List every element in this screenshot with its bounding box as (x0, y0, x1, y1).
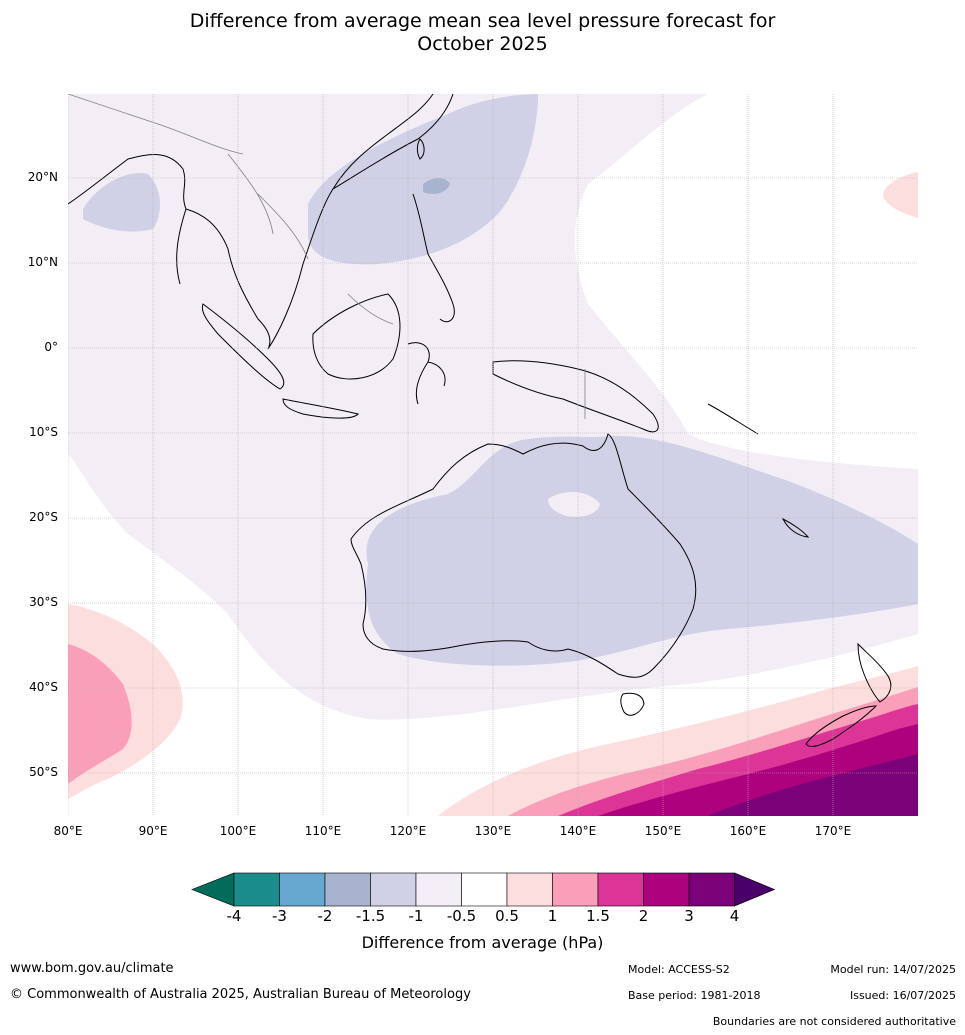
longitude-label: 150°E (644, 824, 682, 838)
colorbar-segment (506, 872, 553, 907)
coast-new-caledonia (781, 517, 810, 538)
title-line-2: October 2025 (417, 33, 548, 55)
anomaly-hole-nw-australia (548, 492, 600, 517)
colorbar-tick-label: 1 (547, 907, 558, 925)
longitude-label: 80°E (53, 824, 83, 838)
map-title: Difference from average mean sea level p… (0, 10, 965, 56)
colorbar (191, 872, 775, 907)
colorbar-tick-label: -1 (408, 907, 424, 925)
anomaly-region-neg1-australia (366, 435, 918, 666)
colorbar-tick-label: -1.5 (355, 907, 386, 925)
pressure-anomaly-map (68, 94, 918, 816)
coast-taiwan (416, 138, 425, 160)
latitude-label: 50°S (29, 765, 58, 779)
colorbar-tick-label: 0.5 (495, 907, 519, 925)
footer-model: Model: ACCESS-S2 (628, 963, 730, 976)
latitude-label: 30°S (29, 595, 58, 609)
colorbar-segment (279, 872, 326, 907)
colorbar-segment (688, 872, 735, 907)
latitude-label: 10°S (29, 425, 58, 439)
colorbar-segment (233, 872, 280, 907)
latitude-label: 40°S (29, 680, 58, 694)
coast-java (282, 398, 359, 419)
graticule (68, 94, 918, 816)
anomaly-region-neg1-bay (83, 173, 160, 232)
coast-solomons (707, 403, 759, 435)
coast-new-zealand-north (857, 642, 892, 703)
colorbar-segment (324, 872, 371, 907)
colorbar-tick-label: 2 (638, 907, 649, 925)
colorbar-tick-label: -2 (317, 907, 333, 925)
coastlines (68, 94, 892, 747)
latitude-label: 20°S (29, 510, 58, 524)
footer-issued: Issued: 16/07/2025 (849, 989, 956, 1002)
longitude-label: 130°E (474, 824, 512, 838)
footer-base-period: Base period: 1981-2018 (628, 989, 761, 1002)
longitude-label: 140°E (559, 824, 597, 838)
anomaly-region-pos1-sw (68, 644, 132, 784)
colorbar-over-arrow (734, 872, 775, 907)
longitude-label: 110°E (304, 824, 342, 838)
title-line-1: Difference from average mean sea level p… (189, 10, 776, 32)
latitude-label: 0° (44, 340, 58, 354)
coast-philippines (412, 193, 455, 323)
colorbar-tick-label: -0.5 (446, 907, 477, 925)
colorbar-tick-label: 1.5 (586, 907, 610, 925)
colorbar-tick-label: -4 (226, 907, 242, 925)
longitude-label: 100°E (219, 824, 257, 838)
country-borders (68, 94, 586, 419)
colorbar-segment (643, 872, 690, 907)
colorbar-label: Difference from average (hPa) (361, 933, 604, 952)
longitude-label: 170°E (814, 824, 852, 838)
colorbar-tick-label: 4 (729, 907, 740, 925)
footer-website[interactable]: www.bom.gov.au/climate (10, 961, 174, 976)
coast-new-zealand-south (805, 705, 878, 747)
anomaly-region-pos3-se (708, 754, 918, 816)
footer-copyright: © Commonwealth of Australia 2025, Austra… (10, 987, 471, 1002)
colorbar-segment (461, 872, 508, 907)
coast-borneo (312, 293, 401, 380)
colorbar-under-arrow (191, 872, 235, 907)
coast-australia (350, 433, 697, 678)
anomaly-region-neg1-asia (308, 94, 538, 265)
anomaly-region-neg15 (423, 178, 450, 194)
coast-indochina (185, 94, 454, 350)
longitude-label: 160°E (729, 824, 767, 838)
coast-china (332, 94, 434, 190)
coast-tasmania (620, 692, 645, 716)
colorbar-tick-label: -3 (272, 907, 287, 925)
colorbar-tick-label: 3 (684, 907, 694, 925)
longitude-label: 90°E (138, 824, 168, 838)
latitude-label: 20°N (27, 170, 58, 184)
coast-india (68, 154, 187, 285)
longitude-label: 120°E (389, 824, 427, 838)
colorbar-segment (552, 872, 599, 907)
colorbar-segment (370, 872, 417, 907)
coast-sulawesi (407, 342, 446, 405)
footer-model-run: Model run: 14/07/2025 (830, 963, 956, 976)
coast-new-guinea (492, 360, 659, 433)
footer-disclaimer: Boundaries are not considered authoritat… (712, 1015, 956, 1028)
colorbar-segment (415, 872, 462, 907)
anomaly-region-pos05-ne (883, 172, 918, 218)
latitude-label: 10°N (27, 255, 58, 269)
colorbar-segment (597, 872, 644, 907)
coast-sumatra (201, 303, 285, 390)
